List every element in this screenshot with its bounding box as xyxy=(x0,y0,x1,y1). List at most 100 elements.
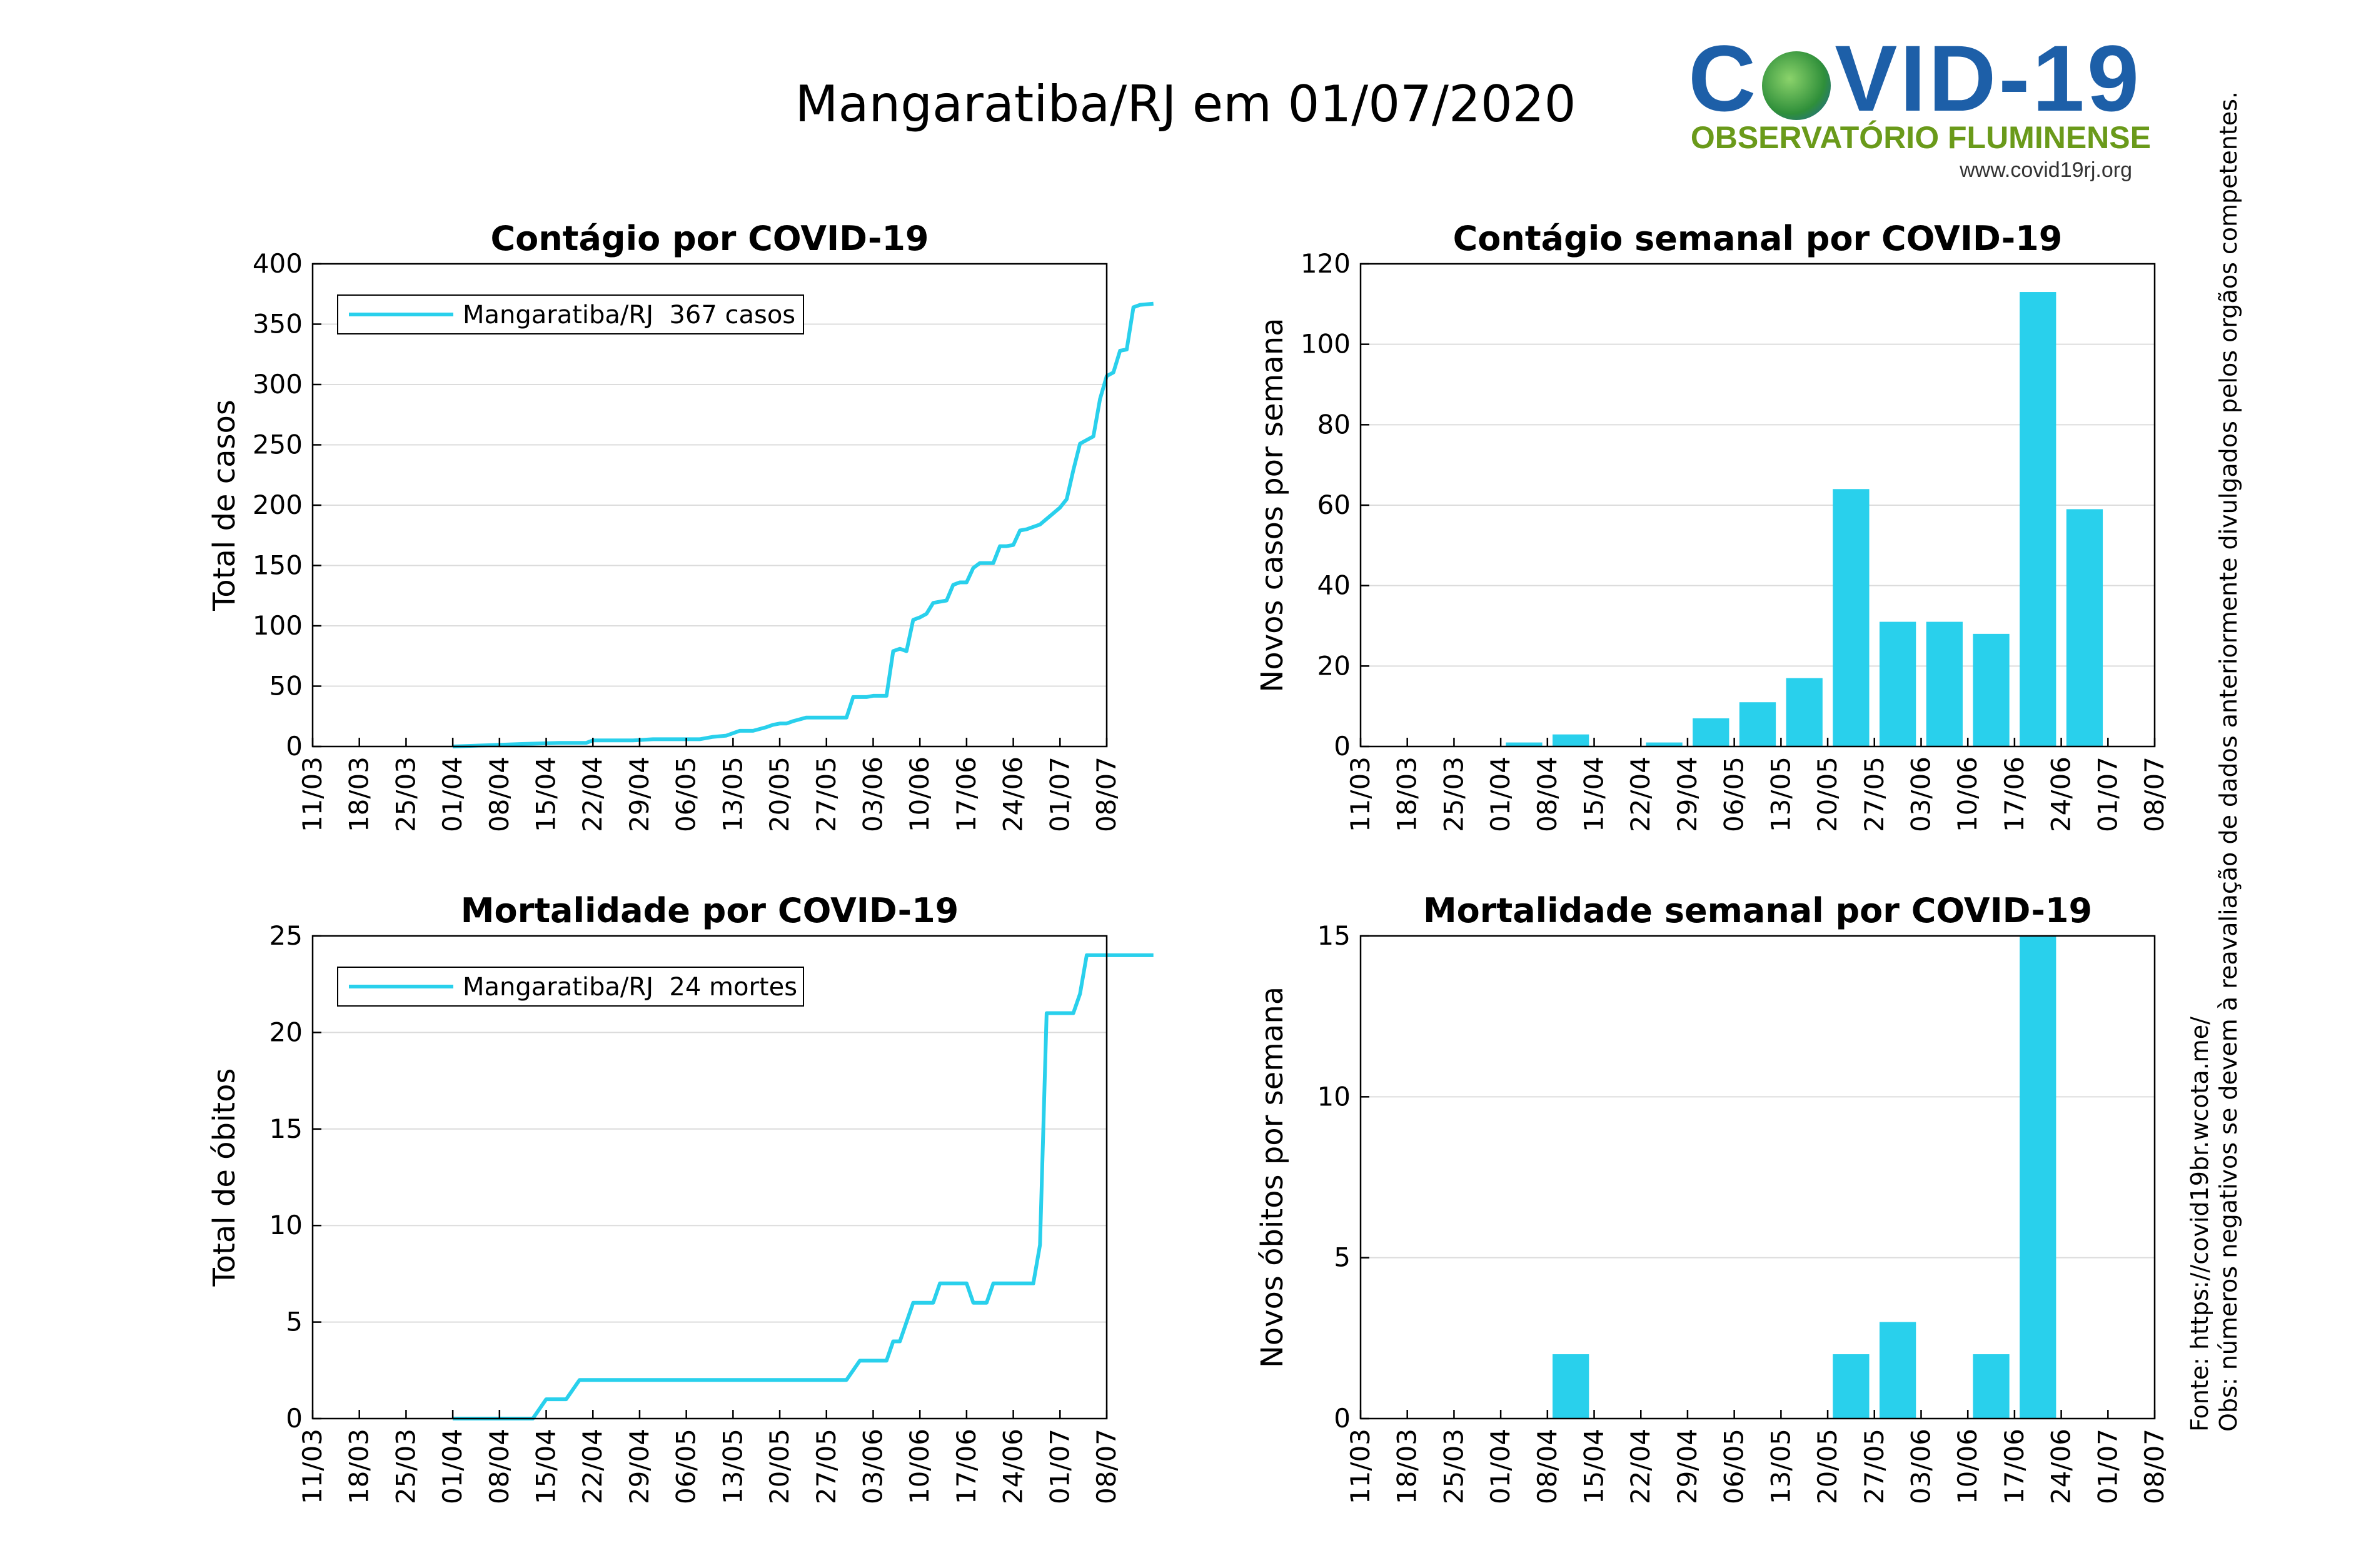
covid19-logo: C VID-19 OBSERVATÓRIO FLUMINENSE www.covi… xyxy=(1688,25,2157,188)
x-tick-label: 25/03 xyxy=(390,1429,421,1504)
y-tick-label: 200 xyxy=(253,490,303,520)
bar xyxy=(1833,489,1870,746)
bar xyxy=(1879,1322,1916,1419)
y-tick-label: 50 xyxy=(269,671,303,701)
y-tick-label: 10 xyxy=(269,1210,303,1240)
x-tick-label: 22/04 xyxy=(1625,756,1656,832)
logo-letters-vid19: VID-19 xyxy=(1835,26,2142,131)
x-tick-label: 27/05 xyxy=(1859,756,1890,832)
bar xyxy=(2020,292,2056,746)
x-tick-label: 20/05 xyxy=(764,756,795,832)
y-tick-label: 400 xyxy=(253,248,303,279)
virus-icon xyxy=(1762,51,1831,121)
logo-subtitle: OBSERVATÓRIO FLUMINENSE xyxy=(1690,120,2151,155)
x-tick-label: 15/04 xyxy=(1579,1429,1609,1504)
axes-frame xyxy=(311,935,1108,1420)
x-tick-label: 13/05 xyxy=(1765,1429,1796,1504)
x-tick-label: 18/03 xyxy=(344,756,375,832)
bar xyxy=(1506,742,1543,746)
x-tick-label: 20/05 xyxy=(1812,1429,1843,1504)
x-tick-label: 20/05 xyxy=(1812,756,1843,832)
x-tick-label: 15/04 xyxy=(1579,756,1609,832)
x-tick-label: 22/04 xyxy=(577,756,608,832)
y-tick-label: 100 xyxy=(253,610,303,641)
y-tick-label: 10 xyxy=(1317,1081,1351,1112)
x-tick-label: 29/04 xyxy=(624,1429,655,1504)
x-tick-label: 18/03 xyxy=(1392,1429,1422,1504)
y-tick-label: 20 xyxy=(1317,650,1351,681)
x-tick-label: 17/06 xyxy=(951,756,982,832)
x-tick-label: 24/06 xyxy=(2046,756,2077,832)
y-axis-label: Total de casos xyxy=(207,400,242,611)
x-tick-label: 08/07 xyxy=(2139,756,2170,832)
legend-label: Mangaratiba/RJ 24 mortes xyxy=(463,973,797,1002)
logo-letter-c: C xyxy=(1688,26,1759,131)
y-tick-label: 300 xyxy=(253,369,303,400)
x-tick-label: 03/06 xyxy=(857,756,888,832)
bar xyxy=(1833,1354,1870,1419)
x-tick-label: 27/05 xyxy=(1859,1429,1890,1504)
x-tick-label: 29/04 xyxy=(1672,756,1703,832)
x-tick-label: 01/07 xyxy=(2092,756,2123,832)
chart-title: Contágio semanal por COVID-19 xyxy=(1453,219,2063,258)
chart-4: 0 5 10 15 11/03 18/03 25/03 01/04 08/04 15/04 22/0… xyxy=(1255,891,2170,1504)
x-tick-label: 08/07 xyxy=(1091,1429,1122,1504)
x-tick-label: 11/03 xyxy=(297,756,328,832)
chart-3: 0 5 10 15 20 25 11/03 18/03 25/03 01/04 08/04 15/04… xyxy=(207,891,1154,1504)
y-axis-label: Novos casos por semana xyxy=(1255,318,1290,692)
x-tick-label: 11/03 xyxy=(297,1429,328,1504)
x-tick-label: 10/06 xyxy=(904,756,935,832)
x-tick-label: 08/04 xyxy=(1532,1429,1563,1504)
y-tick-label: 250 xyxy=(253,430,303,460)
bar xyxy=(1646,742,1683,746)
legend-label: Mangaratiba/RJ 367 casos xyxy=(463,301,795,329)
x-tick-label: 01/07 xyxy=(2092,1429,2123,1504)
x-tick-label: 13/05 xyxy=(717,1429,748,1504)
y-tick-label: 150 xyxy=(253,550,303,581)
x-tick-label: 25/03 xyxy=(1438,1429,1469,1504)
x-tick-label: 18/03 xyxy=(344,1429,375,1504)
bar xyxy=(1553,734,1589,746)
x-tick-label: 03/06 xyxy=(1905,1429,1936,1504)
y-tick-label: 60 xyxy=(1317,490,1351,520)
y-tick-label: 0 xyxy=(286,1403,303,1434)
logo-wordmark: C VID-19 xyxy=(1688,25,2142,131)
series-line xyxy=(452,301,1154,748)
chart-title: Contágio por COVID-19 xyxy=(490,219,929,258)
x-tick-label: 08/04 xyxy=(484,756,515,832)
x-tick-label: 15/04 xyxy=(531,756,561,832)
x-tick-label: 25/03 xyxy=(390,756,421,832)
chart-1: 0 50 100 150 200 250 300 350 400 11/03 18/03 25/03 0… xyxy=(207,219,1154,832)
y-axis-label: Total de óbitos xyxy=(207,1068,242,1287)
x-tick-label: 29/04 xyxy=(624,756,655,832)
x-tick-label: 24/06 xyxy=(2046,1429,2077,1504)
y-tick-label: 0 xyxy=(1334,731,1351,761)
bar xyxy=(1973,1354,2010,1419)
x-tick-label: 13/05 xyxy=(1765,756,1796,832)
x-tick-label: 10/06 xyxy=(1952,1429,1983,1504)
x-tick-label: 01/04 xyxy=(437,1429,468,1504)
x-tick-label: 11/03 xyxy=(1345,756,1376,832)
x-tick-label: 08/04 xyxy=(484,1429,515,1504)
chart-2: 0 20 40 60 80 100 120 11/03 18/03 25/03 01/04 08/04… xyxy=(1255,219,2170,832)
x-tick-label: 22/04 xyxy=(577,1429,608,1504)
logo-url: www.covid19rj.org xyxy=(1960,158,2132,182)
y-tick-label: 0 xyxy=(1334,1403,1351,1434)
x-tick-label: 03/06 xyxy=(857,1429,888,1504)
y-tick-label: 15 xyxy=(1317,920,1351,951)
bar xyxy=(1693,718,1729,746)
chart-title: Mortalidade semanal por COVID-19 xyxy=(1423,891,2092,930)
y-tick-label: 5 xyxy=(1334,1242,1351,1273)
x-tick-label: 06/05 xyxy=(671,1429,702,1504)
bar xyxy=(1973,633,2010,746)
x-tick-label: 08/04 xyxy=(1532,756,1563,832)
x-tick-label: 27/05 xyxy=(811,1429,842,1504)
x-tick-label: 10/06 xyxy=(1952,756,1983,832)
page-title: Mangaratiba/RJ em 01/07/2020 xyxy=(795,75,1576,133)
x-tick-label: 22/04 xyxy=(1625,1429,1656,1504)
bar xyxy=(1926,621,1963,746)
x-tick-label: 01/04 xyxy=(1485,1429,1516,1504)
x-tick-label: 25/03 xyxy=(1438,756,1469,832)
axes-frame xyxy=(1359,935,2156,1420)
